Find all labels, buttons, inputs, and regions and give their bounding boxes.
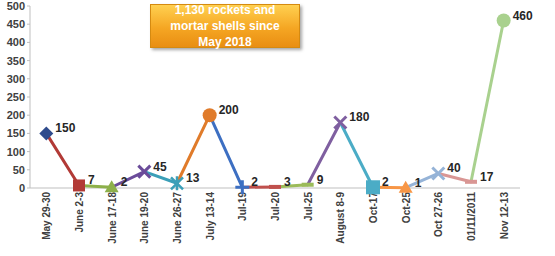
data-label: 200 — [219, 103, 239, 117]
x-tick-label: Jul-19 — [237, 192, 248, 221]
data-label: 2 — [251, 175, 258, 189]
y-tick-label: 300 — [7, 73, 25, 85]
marker — [39, 126, 53, 140]
marker — [203, 108, 217, 122]
x-tick-label: Oct-17 — [368, 192, 379, 224]
y-tick-label: 450 — [7, 18, 25, 30]
marker — [105, 180, 119, 192]
marker — [432, 167, 444, 179]
x-tick-label: August 8-9 — [335, 192, 346, 244]
marker — [235, 180, 249, 194]
x-tick-label: Oct-25 — [401, 192, 412, 224]
data-label: 1 — [415, 176, 422, 190]
y-tick-label: 0 — [19, 182, 25, 194]
data-label: 150 — [55, 121, 75, 135]
line-segment — [471, 21, 504, 182]
annotation: 1,130 rockets and mortar shells since Ma… — [150, 4, 300, 48]
x-tick-label: June 2-3 — [74, 192, 85, 233]
marker — [171, 176, 183, 190]
y-tick-label: 250 — [7, 91, 25, 103]
x-tick-label: June 19-20 — [139, 192, 150, 244]
line-segment — [112, 172, 145, 188]
data-label: 7 — [88, 173, 95, 187]
data-label: 3 — [284, 175, 291, 189]
data-label: 40 — [447, 161, 461, 175]
marker — [399, 181, 413, 193]
marker — [366, 180, 380, 194]
x-tick-label: 01/11/2011 — [466, 192, 477, 241]
data-label: 45 — [153, 160, 167, 174]
y-tick-label: 50 — [13, 164, 25, 176]
y-tick-label: 200 — [7, 109, 25, 121]
marker — [73, 179, 85, 191]
marker — [465, 180, 477, 184]
x-tick-label: Jul-20 — [270, 192, 281, 221]
line-segment — [340, 122, 373, 187]
data-label: 9 — [317, 173, 324, 187]
marker — [302, 183, 314, 187]
x-tick-label: Nov 12-13 — [499, 192, 510, 240]
data-label: 180 — [349, 110, 369, 124]
line-segment — [308, 122, 341, 184]
line-segment — [210, 115, 243, 187]
marker — [497, 14, 511, 28]
x-tick-label: July 13-14 — [205, 192, 216, 241]
data-label: 2 — [382, 175, 389, 189]
marker — [138, 166, 150, 178]
data-label: 460 — [513, 9, 533, 23]
data-label: 13 — [186, 171, 200, 185]
y-tick-label: 100 — [7, 146, 25, 158]
marker — [269, 185, 281, 189]
x-tick-label: June 26-27 — [172, 192, 183, 244]
y-tick-label: 500 — [7, 0, 25, 12]
x-tick-label: Jul-25 — [303, 192, 314, 221]
x-tick-label: May 29-30 — [41, 192, 52, 240]
x-tick-label: Oct 27-26 — [433, 192, 444, 237]
chart-wrap: 0 50 100 150 200 250 300 350 400 450 500 May 29-30 J… — [0, 0, 555, 256]
y-axis — [30, 6, 31, 188]
y-tick-label: 400 — [7, 36, 25, 48]
y-tick-label: 150 — [7, 127, 25, 139]
marker — [334, 116, 346, 128]
line-segment — [406, 173, 439, 187]
x-tick-label: June 17-18 — [107, 192, 118, 244]
data-label: 2 — [121, 175, 128, 189]
y-tick-label: 350 — [7, 55, 25, 67]
line-segment — [46, 133, 79, 185]
data-label: 17 — [480, 170, 494, 184]
